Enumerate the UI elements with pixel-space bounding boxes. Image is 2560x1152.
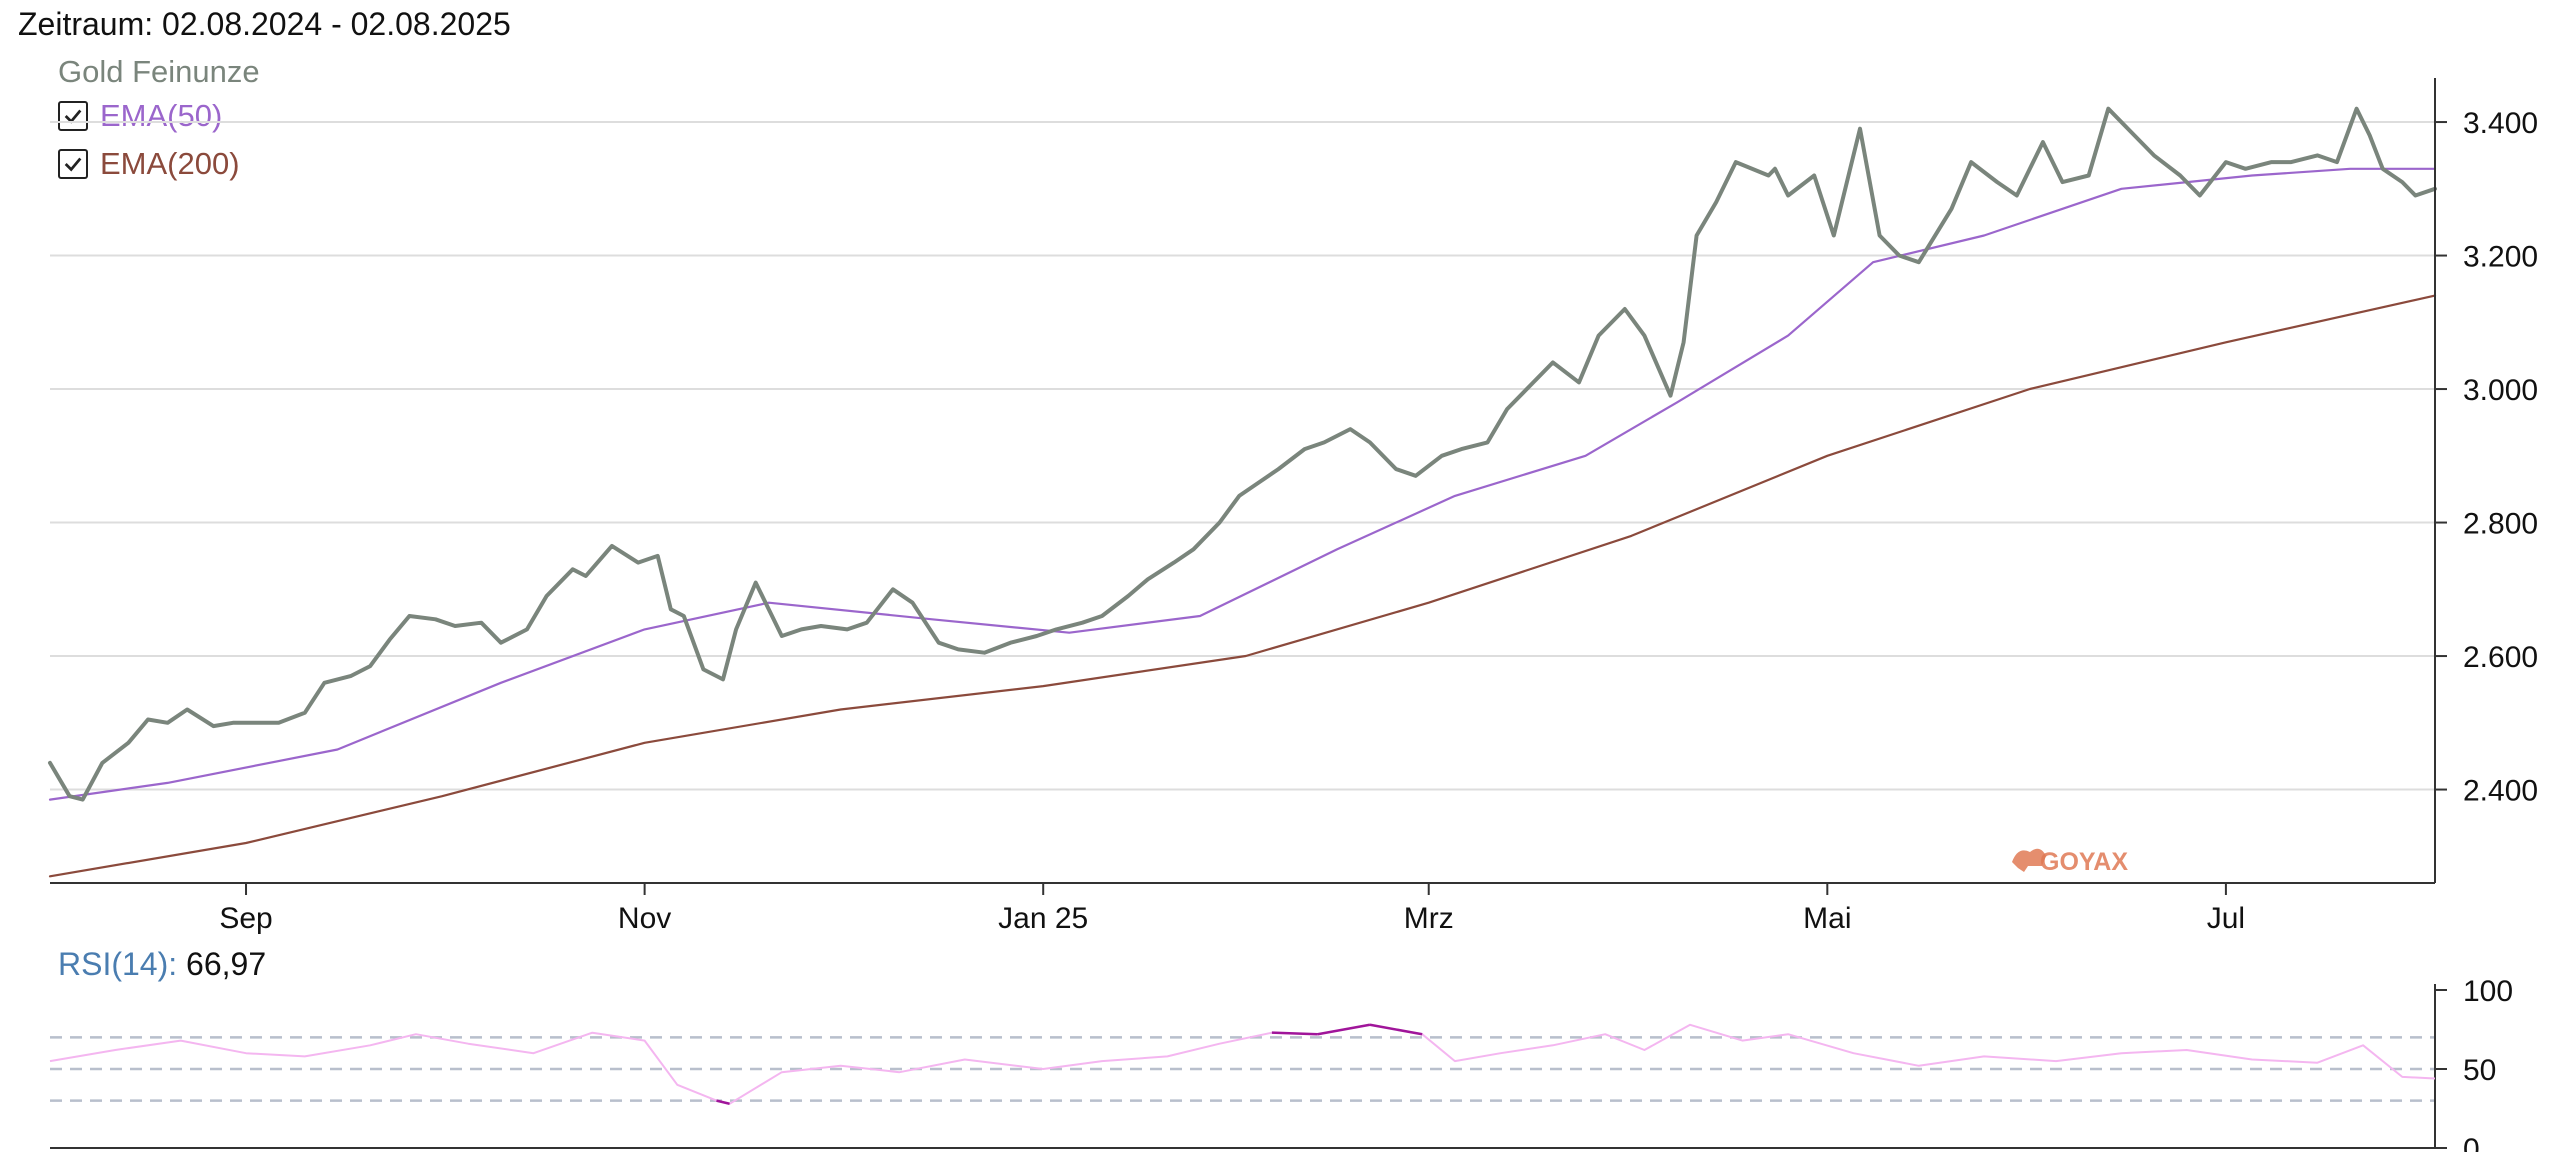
x-tick-label: Jan 25	[998, 902, 1088, 935]
period-label: Zeitraum: 02.08.2024 - 02.08.2025	[18, 6, 511, 42]
rsi-panel: 0 50 100	[49, 975, 2513, 1152]
series-line-ema200	[48, 294, 2437, 878]
rsi-extreme-segment	[716, 1099, 730, 1105]
price-axes: 2.400 2.600 2.800 3.000 3.200 3.400 Sep Nov Jan …	[50, 78, 2538, 935]
rsi-extreme-segment	[1317, 1023, 1371, 1036]
rsi-extreme-segment	[1271, 1031, 1318, 1036]
legend-item-ema200[interactable]: EMA(200)	[58, 146, 240, 182]
rsi-value: 66,97	[186, 946, 267, 982]
y-tick-label: 2.400	[2463, 775, 2538, 808]
rsi-name: RSI(14):	[58, 946, 178, 982]
rsi-y-tick-label: 100	[2463, 975, 2513, 1008]
series-line-ema50	[48, 167, 2437, 801]
rsi-readout: RSI(14): 66,97	[58, 946, 266, 983]
legend-label-ema50: EMA(50)	[100, 98, 223, 133]
goyax-watermark: GOYAX	[2012, 848, 2128, 876]
rsi-extreme-segment	[1369, 1023, 1423, 1036]
bull-icon	[2012, 848, 2046, 872]
rsi-line	[49, 1023, 2436, 1105]
checkmark-icon	[64, 157, 82, 172]
x-tick-label: Mrz	[1404, 902, 1454, 935]
y-tick-label: 3.200	[2463, 241, 2538, 274]
rsi-y-tick-label: 50	[2463, 1054, 2496, 1087]
legend-title-gold: Gold Feinunze	[58, 54, 260, 89]
checkbox-ema50[interactable]	[58, 101, 88, 131]
rsi-y-tick-label: 0	[2463, 1133, 2480, 1152]
price-grid	[50, 121, 2435, 791]
x-tick-label: Sep	[219, 902, 272, 935]
y-tick-label: 3.000	[2463, 374, 2538, 407]
x-tick-label: Nov	[618, 902, 671, 935]
legend-item-ema50[interactable]: EMA(50)	[58, 98, 222, 134]
x-tick-label: Jul	[2207, 902, 2245, 935]
checkbox-ema200[interactable]	[58, 149, 88, 179]
legend-label-ema200: EMA(200)	[100, 146, 240, 181]
x-tick-label: Mai	[1803, 902, 1851, 935]
y-tick-label: 3.400	[2463, 107, 2538, 140]
price-series-group	[48, 106, 2437, 878]
watermark-text: GOYAX	[2040, 848, 2128, 876]
y-tick-label: 2.800	[2463, 508, 2538, 541]
series-line-gold	[48, 106, 2437, 802]
y-tick-label: 2.600	[2463, 641, 2538, 674]
